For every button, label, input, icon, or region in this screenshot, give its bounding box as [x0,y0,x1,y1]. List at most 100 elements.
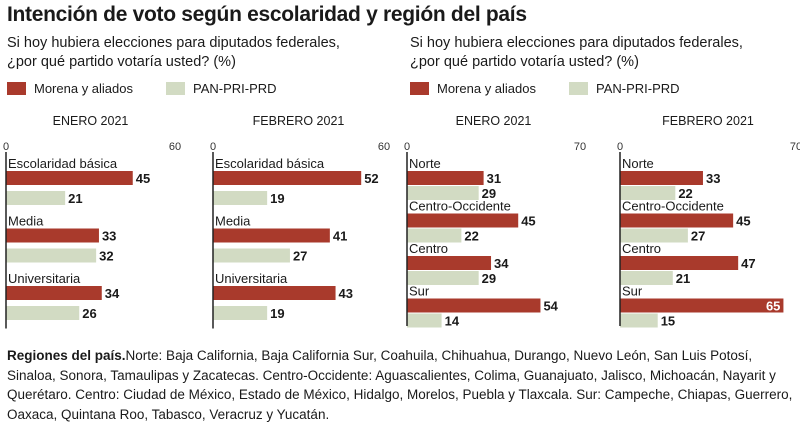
bar-pan-pri-prd [6,248,97,263]
category-label: Universitaria [8,271,81,286]
tick-label: 0 [210,141,216,153]
category-label: Universitaria [215,271,288,286]
category-label: Norte [622,156,654,171]
bar-morena [620,213,734,228]
data-label: 43 [339,286,353,301]
data-label: 34 [494,256,509,271]
bar-pan-pri-prd [213,191,268,205]
legend-swatch-pan-pri-prd [166,82,185,95]
data-label: 21 [676,271,690,286]
bar-pan-pri-prd [407,228,462,243]
bar-pan-pri-prd [620,271,673,285]
question-line-2: ¿por qué partido votaría usted? (%) [410,54,639,70]
legend-label-morena: Morena y aliados [34,81,133,96]
data-label: 45 [136,171,150,186]
data-label: 15 [661,314,675,329]
data-label: 19 [270,191,284,206]
data-label: 65 [766,299,780,314]
question-line-2: ¿por qué partido votaría usted? (%) [7,54,236,70]
bar-morena [407,298,541,313]
bar-morena [213,171,362,185]
category-label: Sur [622,284,643,299]
bar-morena [213,286,336,300]
data-label: 21 [68,191,82,206]
legend-swatch-pan-pri-prd [569,82,588,95]
data-label: 54 [543,299,558,314]
legend-right: Morena y aliados PAN-PRI-PRD [410,81,795,97]
category-label: Escolaridad básica [8,156,118,171]
category-label: Centro-Occidente [409,199,511,214]
data-label: 32 [99,249,113,264]
bar-morena [6,171,133,185]
category-label: Centro-Occidente [622,199,724,214]
category-label: Media [8,214,44,229]
data-label: 33 [102,229,116,244]
category-label: Norte [409,156,441,171]
category-label: Centro [409,241,448,256]
footnote-text: Norte: Baja California, Baja California … [7,348,793,422]
legend-label-pan-pri-prd: PAN-PRI-PRD [596,81,680,96]
data-label: 19 [270,306,284,321]
bar-pan-pri-prd [620,228,688,243]
category-label: Sur [409,284,430,299]
legend-swatch-morena [410,82,429,95]
legend-left: Morena y aliados PAN-PRI-PRD [7,81,397,97]
bar-charts: ENERO 2021 0 60 Escolaridad básica 45 21 Media… [3,114,800,329]
bar-morena [620,298,784,313]
data-label: 31 [487,171,501,186]
tick-label: 60 [169,141,181,153]
bar-pan-pri-prd [6,191,66,205]
data-label: 29 [482,186,496,201]
tick-label: 0 [3,141,9,153]
question-line-1: Si hoy hubiera elecciones para diputados… [7,35,340,51]
data-label: 14 [445,314,460,329]
data-label: 34 [105,286,120,301]
bar-pan-pri-prd [213,248,290,263]
survey-question-right: Si hoy hubiera elecciones para diputados… [410,34,800,72]
bar-morena [407,171,484,185]
data-label: 45 [736,214,750,229]
bar-morena [407,256,492,270]
tick-label: 0 [404,141,410,153]
panel-title: ENERO 2021 [53,114,129,128]
bar-morena [620,256,739,270]
data-label: 22 [678,186,692,201]
data-label: 29 [482,271,496,286]
survey-question-left: Si hoy hubiera elecciones para diputados… [7,34,397,72]
data-label: 52 [364,171,378,186]
bar-pan-pri-prd [620,186,676,200]
bar-pan-pri-prd [620,313,658,328]
bar-morena [213,228,330,243]
panel-title: ENERO 2021 [456,114,532,128]
data-label: 41 [333,229,347,244]
category-label: Escolaridad básica [215,156,325,171]
bar-pan-pri-prd [407,186,479,200]
data-label: 27 [293,249,307,264]
tick-label: 70 [574,141,586,153]
data-label: 45 [521,214,535,229]
tick-label: 70 [790,141,800,153]
legend-label-morena: Morena y aliados [437,81,536,96]
regions-footnote: Regiones del país.Norte: Baja California… [7,346,795,424]
data-label: 22 [464,229,478,244]
bar-morena [407,213,519,228]
bar-pan-pri-prd [407,271,479,285]
chart-title: Intención de voto según escolaridad y re… [7,3,527,26]
question-line-1: Si hoy hubiera elecciones para diputados… [410,35,743,51]
legend-swatch-morena [7,82,26,95]
panel-title: FEBRERO 2021 [662,114,754,128]
bar-pan-pri-prd [407,313,442,328]
category-label: Centro [622,241,661,256]
tick-label: 0 [617,141,623,153]
bar-morena [620,171,703,185]
data-label: 26 [82,306,96,321]
bar-pan-pri-prd [213,306,268,320]
tick-label: 60 [378,141,390,153]
bar-morena [6,286,102,300]
legend-label-pan-pri-prd: PAN-PRI-PRD [193,81,277,96]
bar-morena [6,228,99,243]
bar-pan-pri-prd [6,306,80,320]
data-label: 27 [691,229,705,244]
panel-title: FEBRERO 2021 [253,114,345,128]
data-label: 47 [741,256,755,271]
